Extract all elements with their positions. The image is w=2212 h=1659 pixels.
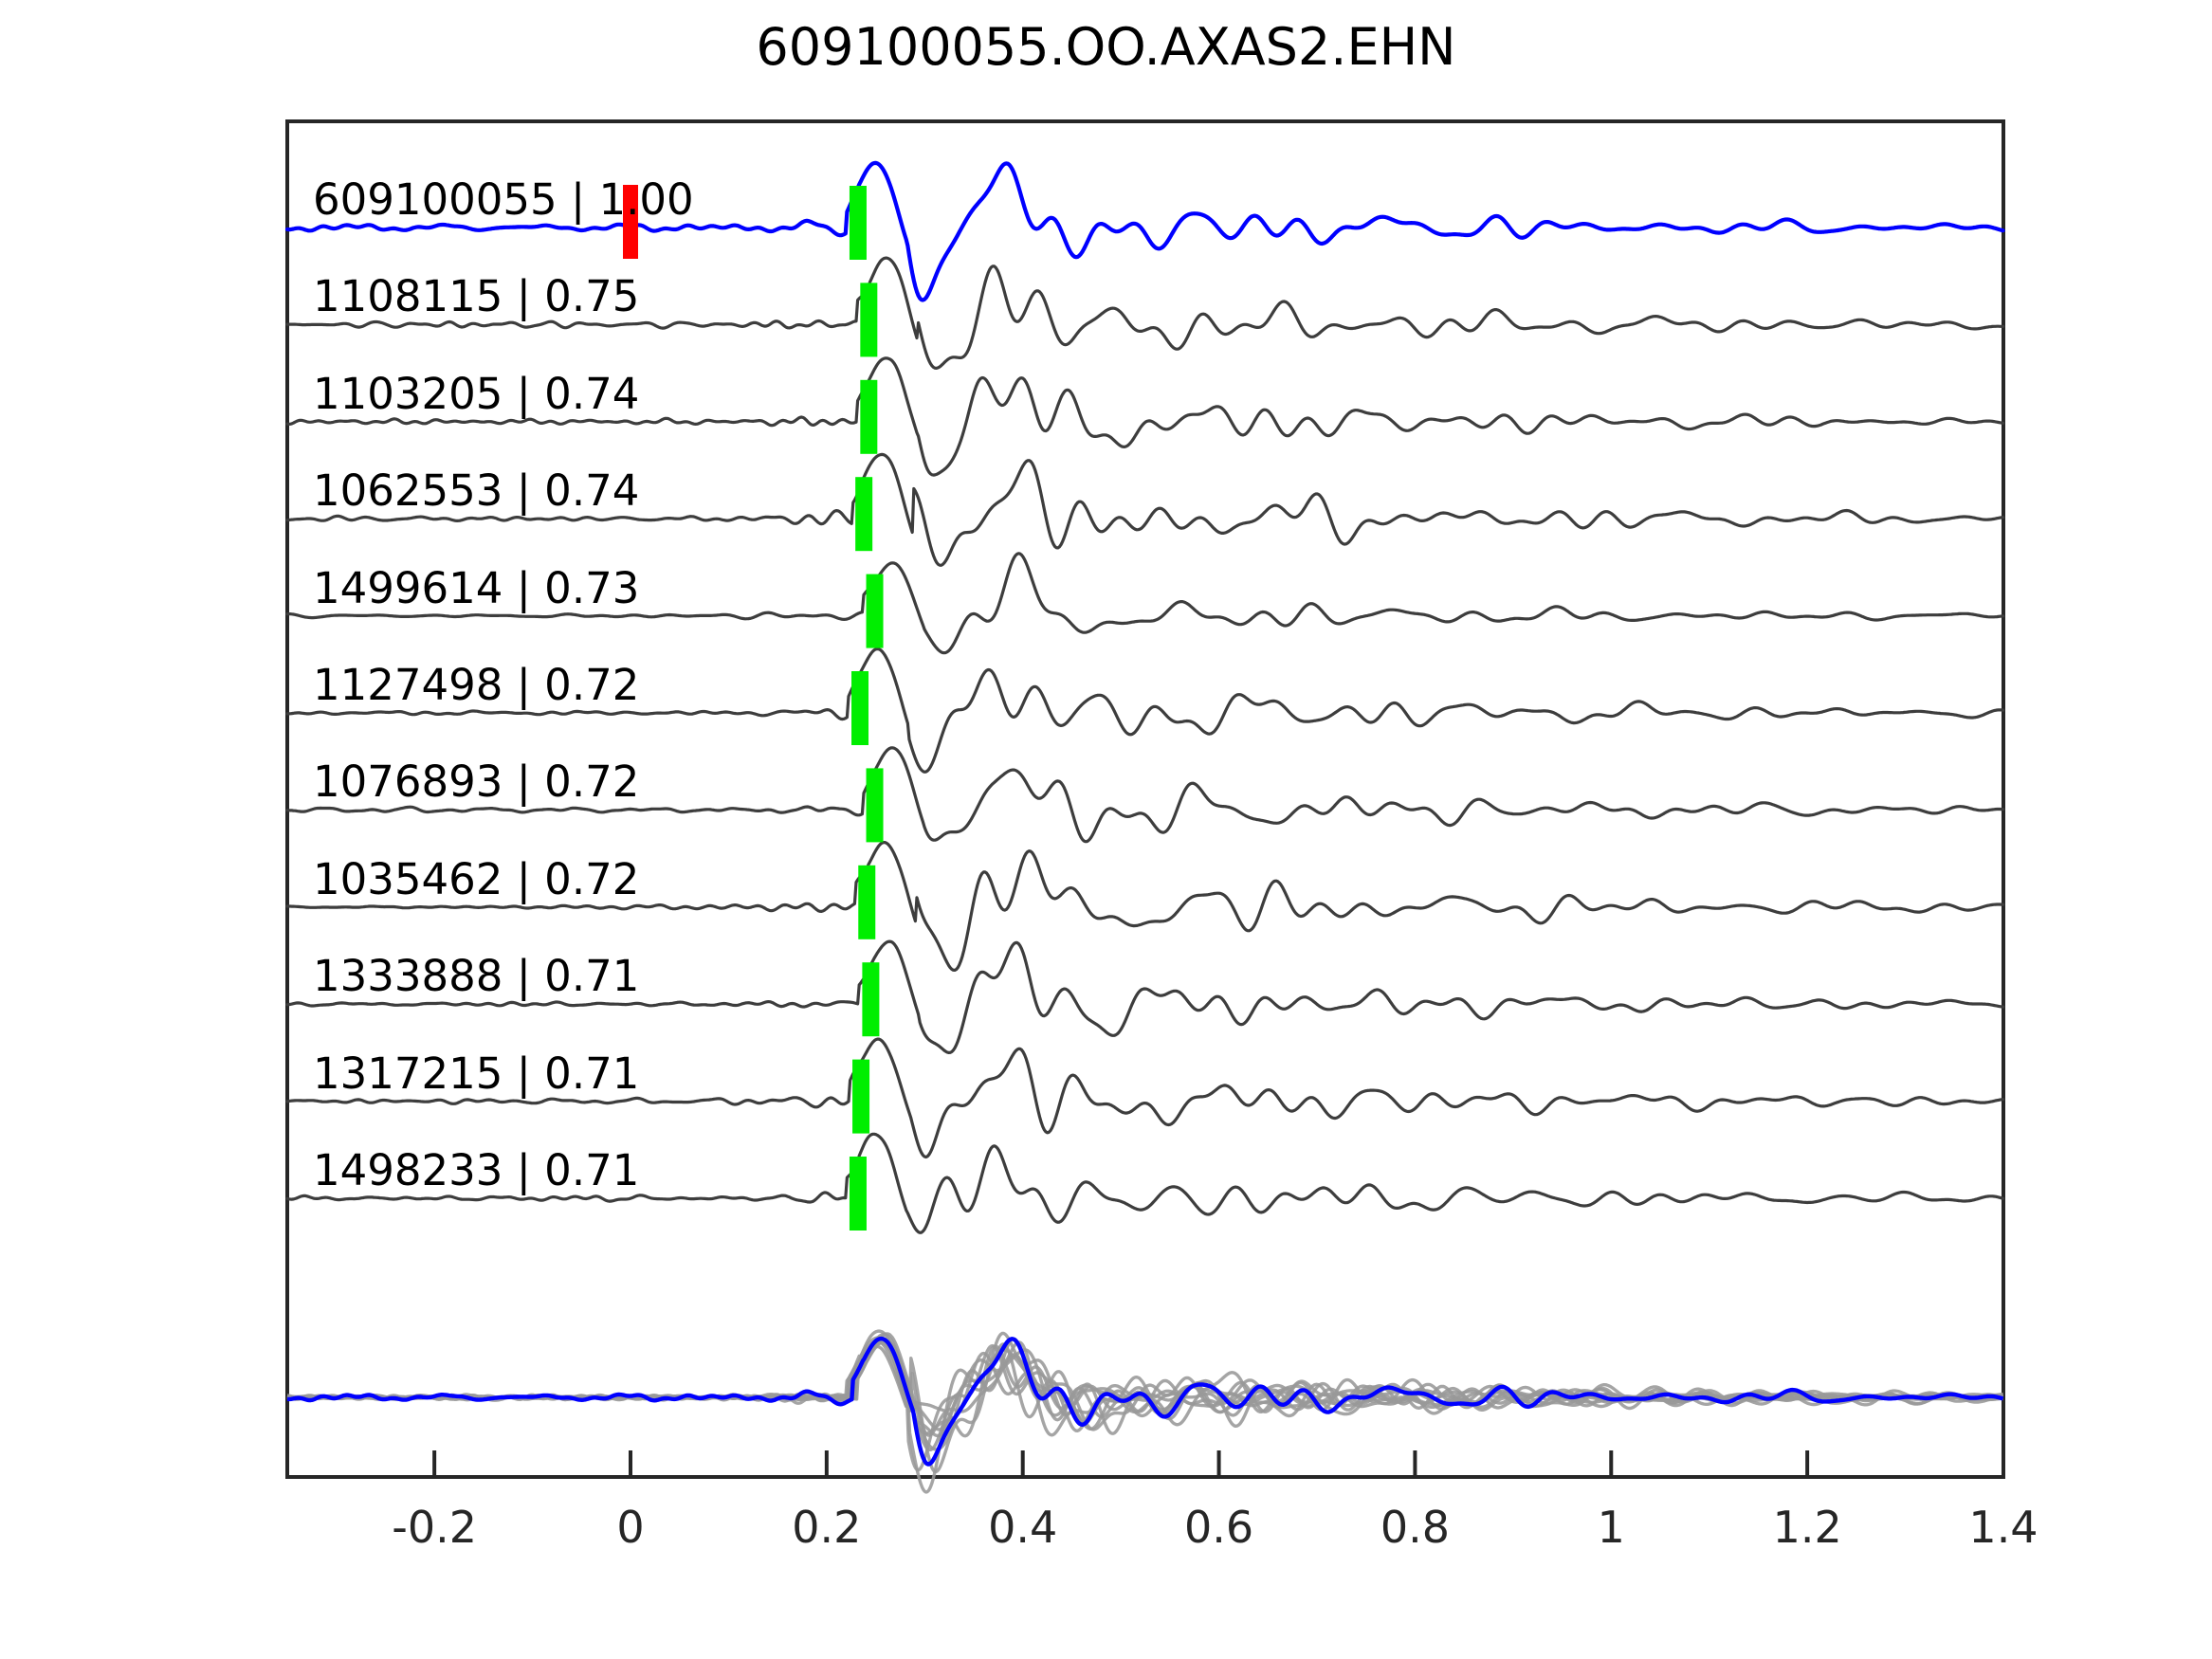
stack-reference-trace	[286, 1336, 2004, 1467]
x-tick-label: 1	[1597, 1502, 1625, 1553]
trace-label: 1498233 | 0.71	[313, 1145, 640, 1195]
x-tick-label: 0.2	[792, 1502, 862, 1553]
trace-label: 1499614 | 0.73	[313, 562, 640, 613]
waveform-trace	[284, 160, 2005, 302]
pick-marker-icon	[849, 186, 867, 260]
waveform-trace	[285, 939, 2005, 1054]
waveform-trace	[285, 452, 2005, 567]
x-tick-label: 0.8	[1380, 1502, 1450, 1553]
waveform-trace	[285, 647, 2005, 774]
stack-overlay	[286, 1329, 2004, 1494]
pick-marker-icon	[858, 865, 876, 939]
pick-markers	[623, 185, 884, 1231]
pick-marker-icon	[866, 574, 884, 648]
waveform-trace	[285, 841, 2005, 972]
trace-label: 1103205 | 0.74	[313, 368, 640, 419]
page-title: 609100055.OO.AXAS2.EHN	[756, 17, 1456, 77]
pick-marker-icon	[851, 671, 869, 745]
pick-marker-icon	[855, 477, 873, 552]
trace-label: 1035462 | 0.72	[313, 853, 640, 904]
pick-marker-icon	[852, 1059, 870, 1134]
trace-label: 1108115 | 0.75	[313, 271, 640, 322]
waveform-trace	[285, 1132, 2005, 1234]
axes-frame	[285, 119, 2005, 1479]
pick-marker-icon	[860, 283, 878, 357]
x-tick-label: 0	[616, 1502, 645, 1553]
x-tick-label: 0.6	[1183, 1502, 1254, 1553]
x-tick-label: -0.2	[392, 1502, 478, 1553]
x-tick-label: 0.4	[988, 1502, 1058, 1553]
trace-label: 1062553 | 0.74	[313, 465, 640, 517]
pick-marker-icon	[860, 379, 878, 454]
waveform-trace	[285, 746, 2005, 844]
pick-marker-icon	[866, 768, 884, 843]
trace-label: 1076893 | 0.72	[313, 757, 640, 808]
trace-label: 609100055 | 1.00	[313, 174, 694, 225]
x-tick-label: 1.2	[1772, 1502, 1842, 1553]
pick-marker-icon	[862, 962, 880, 1037]
trace-label: 1317215 | 0.71	[313, 1048, 640, 1099]
axis-ticks	[432, 1450, 2005, 1477]
waveform-trace	[285, 356, 2005, 477]
waveform-trace	[285, 1037, 2005, 1159]
pick-marker-icon	[849, 1157, 867, 1231]
trace-label: 1333888 | 0.71	[313, 951, 640, 1002]
waveform-traces	[284, 160, 2005, 1234]
x-tick-label: 1.4	[1968, 1502, 2038, 1553]
waveform-trace	[285, 256, 2005, 370]
trace-label: 1127498 | 0.72	[313, 660, 640, 710]
waveform-trace	[285, 552, 2005, 655]
origin-time-marker-icon	[623, 185, 638, 259]
